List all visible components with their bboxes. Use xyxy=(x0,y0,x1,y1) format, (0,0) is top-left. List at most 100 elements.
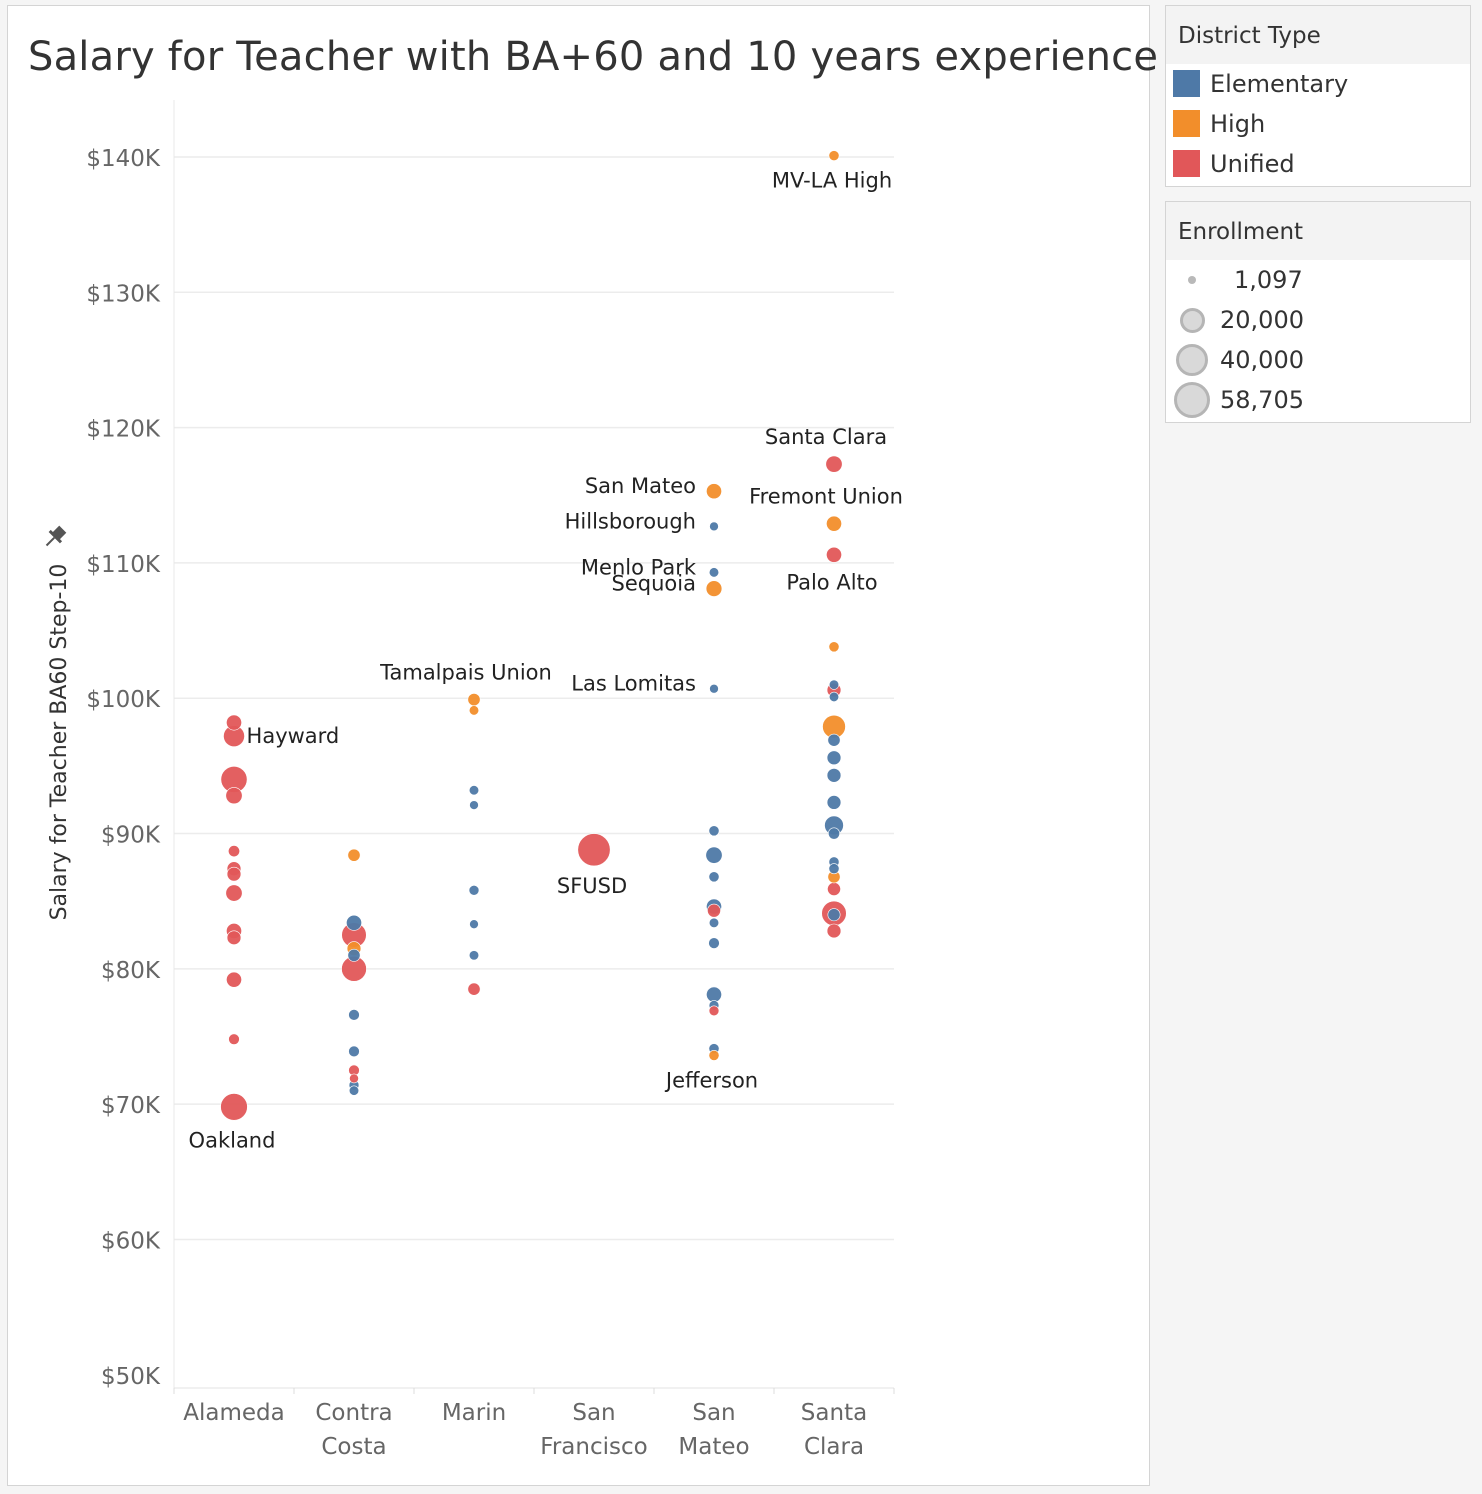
y-tick-label: $90K xyxy=(101,823,161,849)
mark-label: Fremont Union xyxy=(749,485,903,509)
data-point[interactable] xyxy=(469,800,479,810)
size-circle xyxy=(1176,344,1208,376)
mark-label: Palo Alto xyxy=(786,570,877,594)
data-point[interactable] xyxy=(826,546,842,563)
mark-label: Las Lomitas xyxy=(571,672,696,696)
data-point[interactable] xyxy=(827,882,841,896)
data-point[interactable] xyxy=(348,1045,360,1058)
data-point[interactable] xyxy=(709,521,719,532)
data-point[interactable] xyxy=(467,693,481,707)
size-label: 40,000 xyxy=(1220,346,1304,374)
data-point[interactable] xyxy=(706,483,722,500)
size-label: 20,000 xyxy=(1220,306,1304,334)
mark-label: MV-LA High xyxy=(772,169,892,193)
data-point[interactable] xyxy=(226,866,242,882)
data-point[interactable] xyxy=(708,567,720,578)
mark-label: San Mateo xyxy=(585,474,696,498)
mark-label: Oakland xyxy=(189,1128,276,1152)
data-point[interactable] xyxy=(708,1050,720,1061)
data-point[interactable] xyxy=(226,930,242,945)
size-legend-item: 58,705 xyxy=(1166,380,1470,420)
data-point[interactable] xyxy=(828,679,840,690)
data-point[interactable] xyxy=(468,885,480,896)
data-point[interactable] xyxy=(226,971,242,988)
legend-label: High xyxy=(1210,110,1266,138)
size-circle xyxy=(1174,382,1210,418)
legend-item-high[interactable]: High xyxy=(1166,104,1470,144)
data-point[interactable] xyxy=(468,950,480,961)
data-point[interactable] xyxy=(707,903,721,918)
y-tick-label: $70K xyxy=(101,1093,161,1119)
y-tick-label: $100K xyxy=(86,687,161,713)
mark-label: Hillsborough xyxy=(565,509,696,533)
data-point[interactable] xyxy=(825,455,843,473)
x-tick-label: Marin xyxy=(442,1400,506,1426)
data-point[interactable] xyxy=(826,923,842,939)
mark-label: Hayward xyxy=(247,724,340,748)
data-point[interactable] xyxy=(348,1085,360,1096)
data-point[interactable] xyxy=(705,846,723,864)
data-point[interactable] xyxy=(709,683,719,694)
data-point[interactable] xyxy=(828,641,840,653)
y-tick-label: $110K xyxy=(86,552,161,578)
data-point[interactable] xyxy=(228,845,240,858)
data-point[interactable] xyxy=(225,787,243,805)
data-point[interactable] xyxy=(828,691,840,702)
data-point[interactable] xyxy=(828,150,840,162)
legend-swatch xyxy=(1173,70,1200,97)
data-point[interactable] xyxy=(228,1033,240,1045)
data-point[interactable] xyxy=(347,848,361,862)
data-point[interactable] xyxy=(826,768,842,783)
legend-label: Unified xyxy=(1210,150,1295,178)
size-label: 1,097 xyxy=(1234,266,1303,294)
x-tick-label: San Mateo xyxy=(678,1400,749,1460)
mark-label: Sequoia xyxy=(612,572,696,596)
data-point[interactable] xyxy=(705,580,723,597)
chart-title: Salary for Teacher with BA+60 and 10 yea… xyxy=(28,34,1159,80)
data-point[interactable] xyxy=(826,750,842,766)
data-point[interactable] xyxy=(225,884,243,902)
legend-item-unified[interactable]: Unified xyxy=(1166,144,1470,184)
y-tick-label: $140K xyxy=(86,146,161,172)
data-point[interactable] xyxy=(467,982,481,996)
data-point[interactable] xyxy=(826,515,842,532)
legend-color-title: District Type xyxy=(1166,6,1470,64)
pin-icon[interactable] xyxy=(41,524,69,552)
data-point[interactable] xyxy=(348,1009,360,1021)
data-point[interactable] xyxy=(577,833,611,867)
data-point[interactable] xyxy=(708,937,720,949)
data-point[interactable] xyxy=(469,919,479,929)
data-point[interactable] xyxy=(220,1093,248,1121)
data-point[interactable] xyxy=(468,785,480,796)
x-tick-label: Alameda xyxy=(183,1400,284,1426)
data-point[interactable] xyxy=(708,871,720,883)
y-tick-label: $80K xyxy=(101,958,161,984)
data-point[interactable] xyxy=(708,1005,720,1017)
data-point[interactable] xyxy=(827,733,841,747)
data-point[interactable] xyxy=(468,705,480,716)
data-point[interactable] xyxy=(828,827,840,840)
data-point[interactable] xyxy=(826,795,842,810)
data-point[interactable] xyxy=(706,986,722,1003)
x-tick-label: San Francisco xyxy=(540,1400,647,1460)
data-point[interactable] xyxy=(827,908,841,922)
legend-item-elementary[interactable]: Elementary xyxy=(1166,64,1470,104)
data-point[interactable] xyxy=(347,948,361,962)
data-point[interactable] xyxy=(349,1073,359,1084)
size-legend-item: 1,097 xyxy=(1166,260,1470,300)
size-legend-item: 40,000 xyxy=(1166,340,1470,380)
data-point[interactable] xyxy=(226,714,242,731)
data-point[interactable] xyxy=(708,825,720,837)
data-point[interactable] xyxy=(708,917,720,928)
gridlines xyxy=(174,156,894,1241)
data-point[interactable] xyxy=(346,914,362,931)
data-points xyxy=(220,150,847,1121)
data-point[interactable] xyxy=(828,863,840,875)
size-label: 58,705 xyxy=(1220,386,1304,414)
y-tick-label: $130K xyxy=(86,281,161,307)
legend-swatch xyxy=(1173,150,1200,177)
mark-label: Tamalpais Union xyxy=(379,661,552,685)
mark-label: Santa Clara xyxy=(765,425,887,449)
legend-size-title: Enrollment xyxy=(1166,202,1470,260)
y-tick-label: $120K xyxy=(86,417,161,443)
